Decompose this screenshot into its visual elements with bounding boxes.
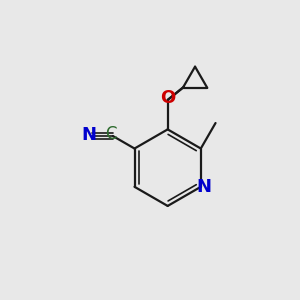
Text: N: N <box>81 126 96 144</box>
Text: O: O <box>160 89 175 107</box>
Text: C: C <box>106 125 117 143</box>
Text: N: N <box>197 178 212 196</box>
